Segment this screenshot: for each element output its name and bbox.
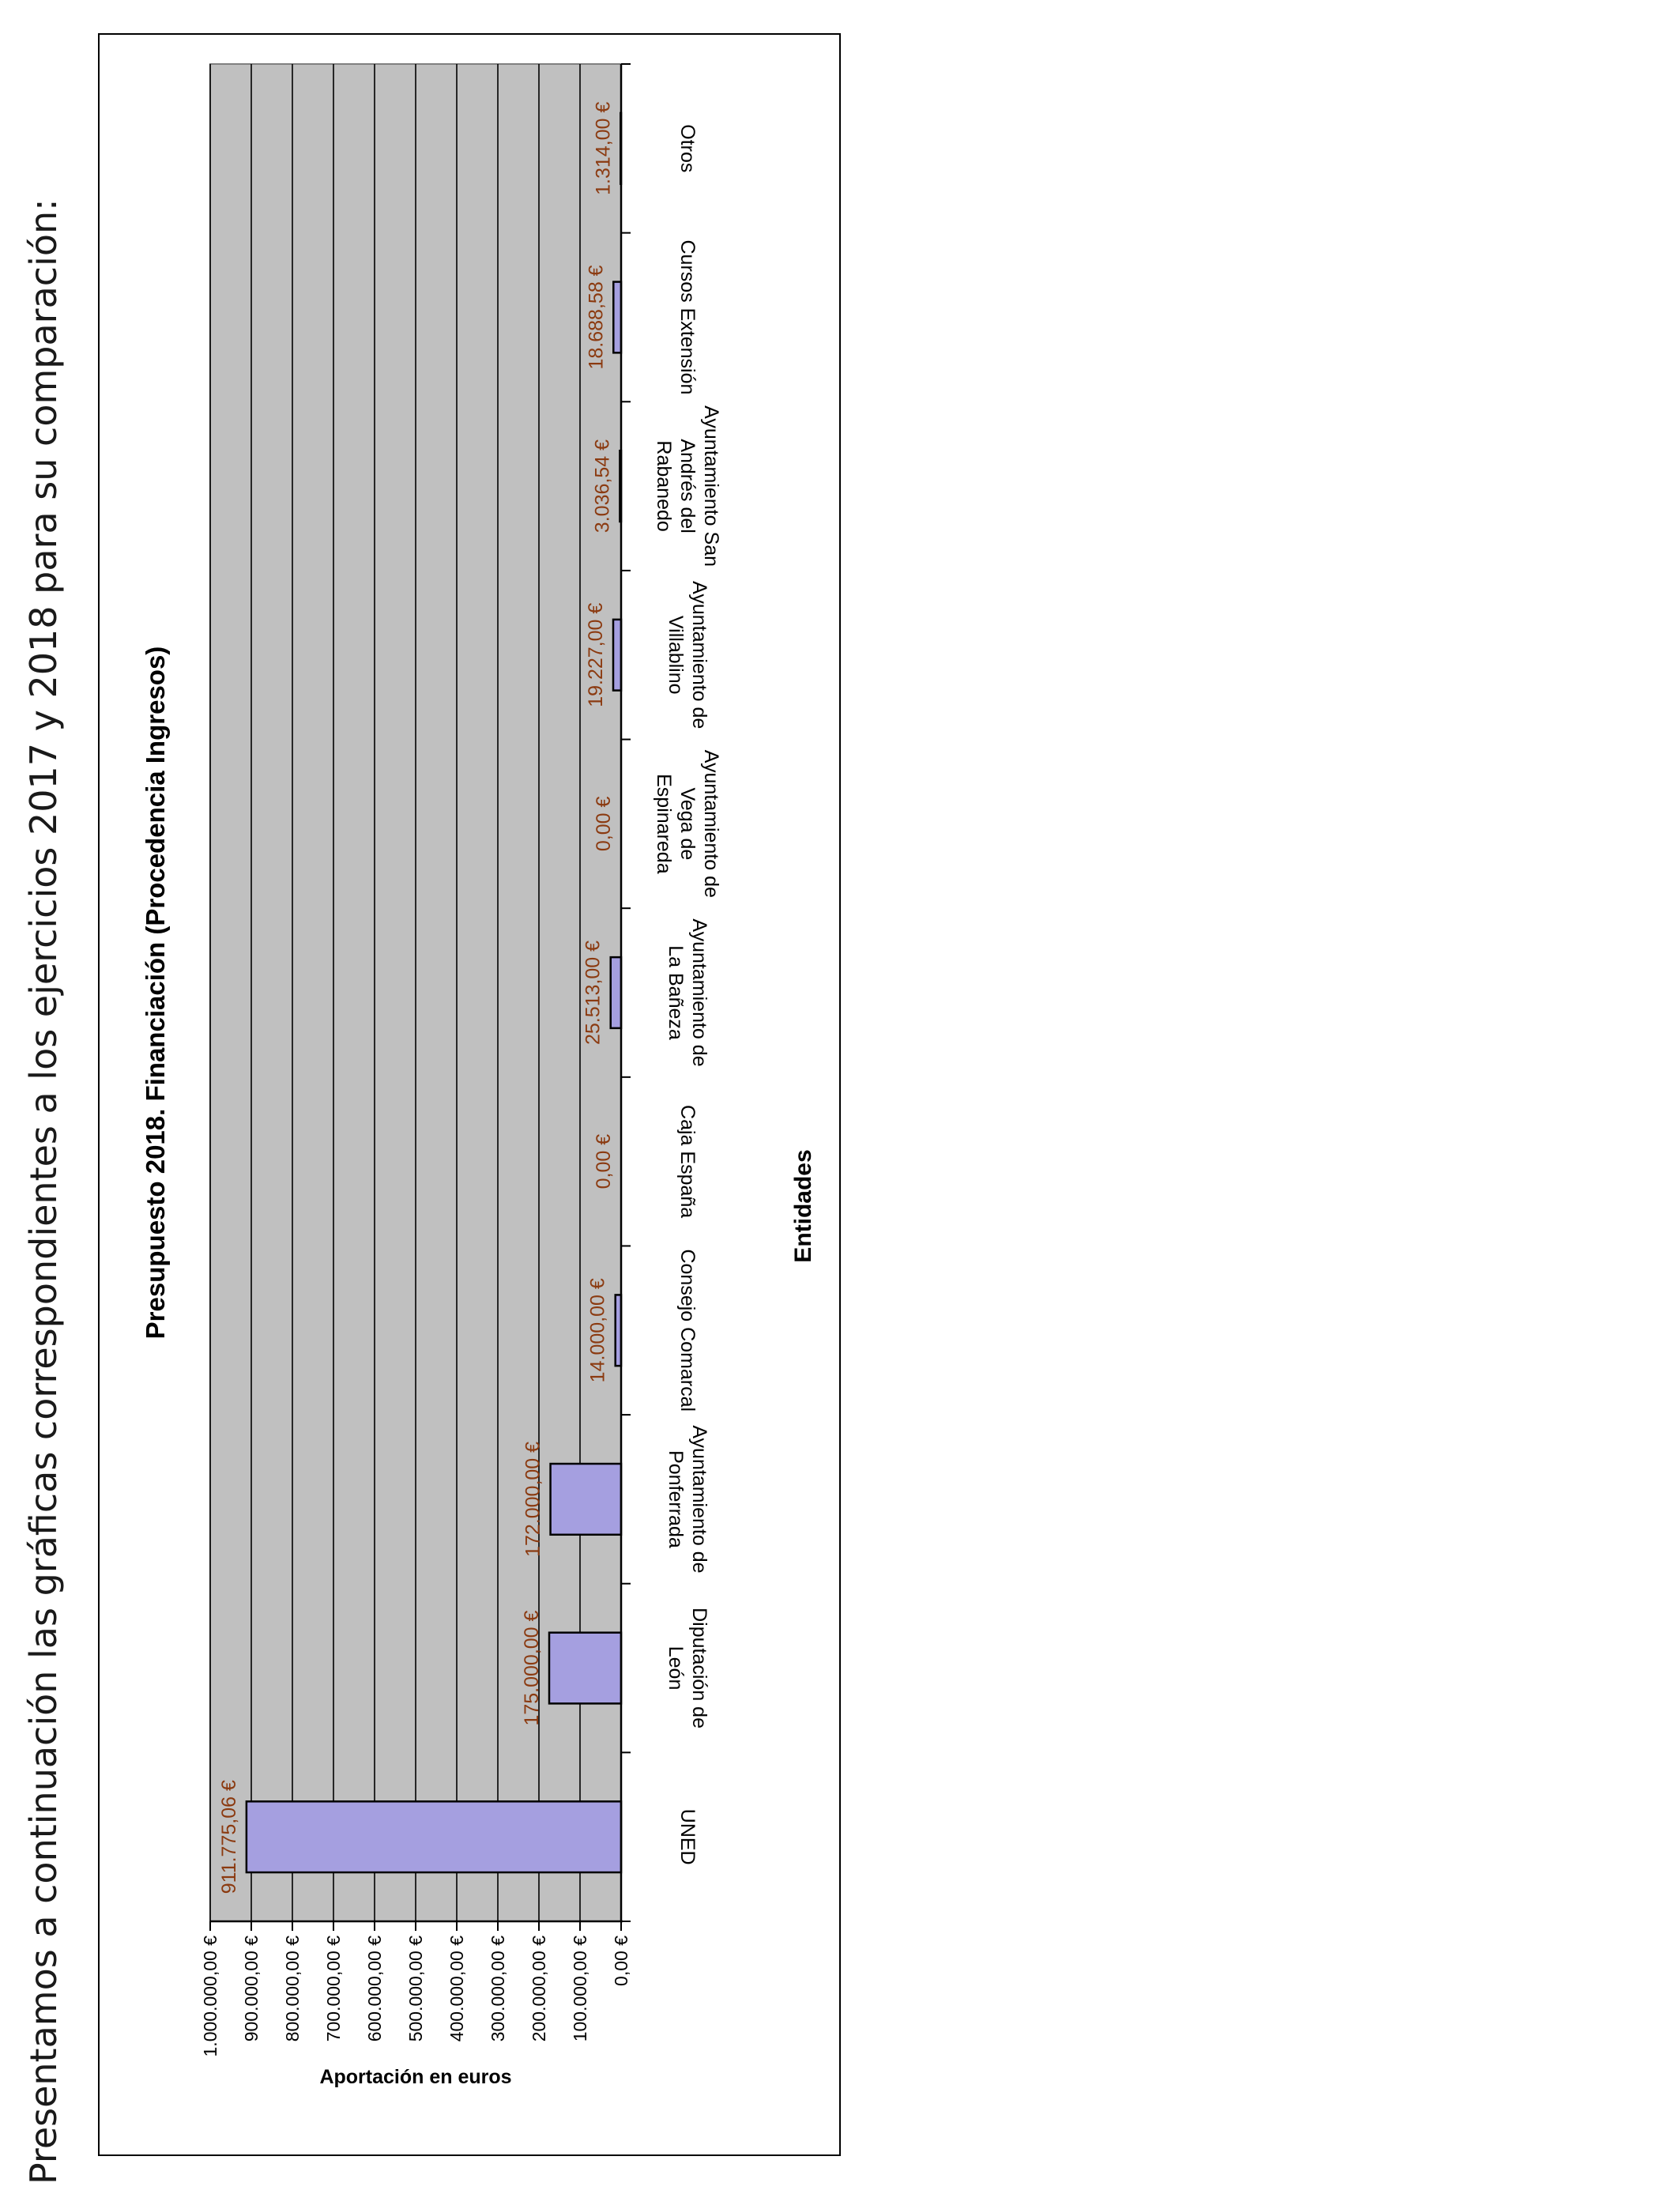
svg-text:Ayuntamiento deVillablino: Ayuntamiento deVillablino: [665, 581, 710, 729]
y-tick-label: 700.000,00 €: [323, 1936, 344, 2042]
category-label: Ayuntamiento SanAndrés delRabanedo: [653, 405, 722, 567]
svg-text:Cursos Extensión: Cursos Extensión: [676, 239, 699, 394]
y-tick-label: 300.000,00 €: [488, 1936, 508, 2042]
gridlines: [209, 64, 581, 1921]
y-tick-label: 400.000,00 €: [446, 1936, 467, 2042]
y-tick-label: 0,00 €: [611, 1936, 631, 1986]
bar: [612, 281, 623, 354]
data-label: 19.227,00 €: [585, 603, 607, 707]
svg-text:Consejo Comarcal: Consejo Comarcal: [676, 1249, 699, 1412]
svg-text:UNED: UNED: [676, 1809, 699, 1865]
bar: [612, 618, 623, 692]
category-label: Cursos Extensión: [676, 239, 699, 394]
y-axis-title: Aportación en euros: [319, 2066, 511, 2088]
data-label: 0,00 €: [593, 797, 615, 852]
bar-chart: 0,00 € 100.000,00 € 200.000,00 € 300.000,00…: [141, 63, 816, 2088]
data-label: 18.688,58 €: [585, 265, 607, 369]
data-label: 175.000,00 €: [521, 1610, 543, 1725]
intro-paragraph: Presentamos a continuación las gráficas …: [22, 198, 65, 2185]
category-label: UNED: [676, 1809, 699, 1865]
bar: [549, 1462, 623, 1536]
y-tick-label: 200.000,00 €: [529, 1936, 549, 2042]
axes: [209, 63, 631, 1931]
data-label: 911.775,06 €: [218, 1780, 240, 1894]
category-label: Ayuntamiento deVega deEspinareda: [653, 750, 722, 898]
data-label: 3.036,54 €: [591, 439, 613, 533]
data-label: 25.513,00 €: [582, 941, 605, 1045]
y-tick-label: 800.000,00 €: [282, 1936, 303, 2042]
y-tick-label: 900.000,00 €: [241, 1936, 262, 2042]
bar: [548, 1631, 623, 1705]
chart-frame: 0,00 € 100.000,00 € 200.000,00 € 300.000,00…: [98, 33, 841, 2156]
bar: [245, 1800, 623, 1874]
category-label: Ayuntamiento deVillablino: [665, 581, 710, 729]
category-label: Ayuntamiento dePonferrada: [665, 1425, 710, 1573]
svg-text:Ayuntamiento deVega deEspinare: Ayuntamiento deVega deEspinareda: [653, 750, 722, 898]
svg-text:Ayuntamiento deLa Bañeza: Ayuntamiento deLa Bañeza: [665, 918, 710, 1066]
svg-text:Caja España: Caja España: [676, 1105, 699, 1218]
bar: [609, 956, 623, 1030]
chart-title: Presupuesto 2018. Financiación (Proceden…: [141, 647, 170, 1340]
svg-text:Diputación deLeón: Diputación deLeón: [665, 1608, 710, 1728]
y-tick-label: 1.000.000,00 €: [200, 1936, 220, 2057]
data-label: 0,00 €: [593, 1134, 615, 1189]
category-labels: UNED Diputación deLeón Ayuntamiento dePonf…: [653, 124, 722, 1864]
data-label: 14.000,00 €: [587, 1278, 609, 1382]
svg-text:Ayuntamiento dePonferrada: Ayuntamiento dePonferrada: [665, 1425, 710, 1573]
y-tick-labels: 0,00 € 100.000,00 € 200.000,00 € 300.000,00…: [200, 1936, 631, 2057]
y-tick-label: 500.000,00 €: [405, 1936, 426, 2042]
category-label: Caja España: [676, 1105, 699, 1218]
y-tick-label: 100.000,00 €: [570, 1936, 590, 2042]
svg-text:Otros: Otros: [676, 124, 699, 172]
category-label: Diputación deLeón: [665, 1608, 710, 1728]
category-label: Otros: [676, 124, 699, 172]
x-axis-title: Entidades: [790, 1149, 816, 1262]
category-label: Consejo Comarcal: [676, 1249, 699, 1412]
data-label: 1.314,00 €: [592, 102, 614, 195]
category-label: Ayuntamiento deLa Bañeza: [665, 918, 710, 1066]
data-labels: 911.775,06 € 175.000,00 € 172.000,00 € 14.0…: [218, 102, 615, 1894]
y-tick-label: 600.000,00 €: [364, 1936, 385, 2042]
data-label: 172.000,00 €: [522, 1442, 544, 1557]
svg-text:Ayuntamiento SanAndrés delRaba: Ayuntamiento SanAndrés delRabanedo: [653, 405, 722, 567]
